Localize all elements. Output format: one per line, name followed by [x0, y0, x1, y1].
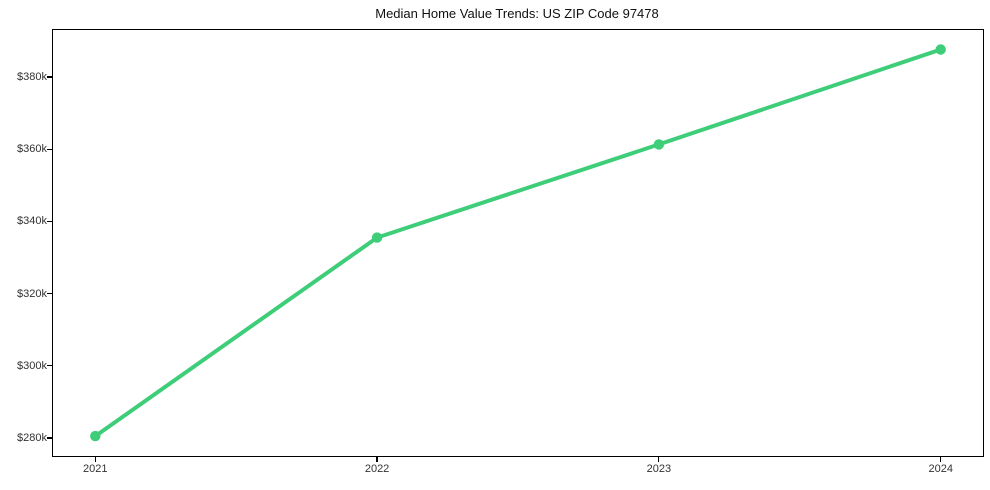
x-axis-tick-label: 2023: [646, 463, 672, 475]
data-point-markers: [90, 44, 946, 442]
data-point-marker: [935, 44, 946, 55]
median-home-value-line: [93, 47, 943, 439]
y-axis-tick-label: $340k: [17, 215, 47, 228]
data-point-marker: [371, 232, 383, 243]
y-axis-tick-label: $320k: [17, 287, 47, 300]
y-axis-tick-mark: [46, 292, 52, 295]
data-point-marker: [90, 430, 101, 442]
line-series-svg: [90, 44, 946, 442]
y-axis-tick-label: $280k: [17, 431, 47, 444]
chart-title: Median Home Value Trends: US ZIP Code 97…: [375, 6, 659, 21]
x-axis-tick-label: 2022: [364, 463, 390, 475]
y-axis-tick-mark: [46, 148, 52, 150]
y-axis-tick-label: $380k: [17, 70, 47, 83]
x-axis-tick-mark: [376, 457, 378, 463]
y-axis-tick-mark: [46, 76, 52, 78]
x-axis-tick-label: 2024: [928, 463, 953, 475]
x-axis-tick-mark: [94, 457, 96, 463]
y-axis-tick-label: $300k: [17, 359, 47, 372]
y-axis-tick-mark: [46, 437, 52, 439]
y-axis-tick-mark: [46, 365, 52, 367]
data-point-marker: [653, 139, 665, 150]
y-axis-tick-mark: [46, 220, 52, 222]
y-axis-tick-label: $360k: [17, 143, 47, 156]
x-axis-tick-mark: [940, 457, 942, 463]
x-axis-tick-label: 2021: [83, 463, 108, 475]
plot-area: $280k $300k $320k $340k $360k $380k 2021 2022 2…: [17, 29, 984, 475]
x-axis-tick-mark: [658, 457, 660, 463]
